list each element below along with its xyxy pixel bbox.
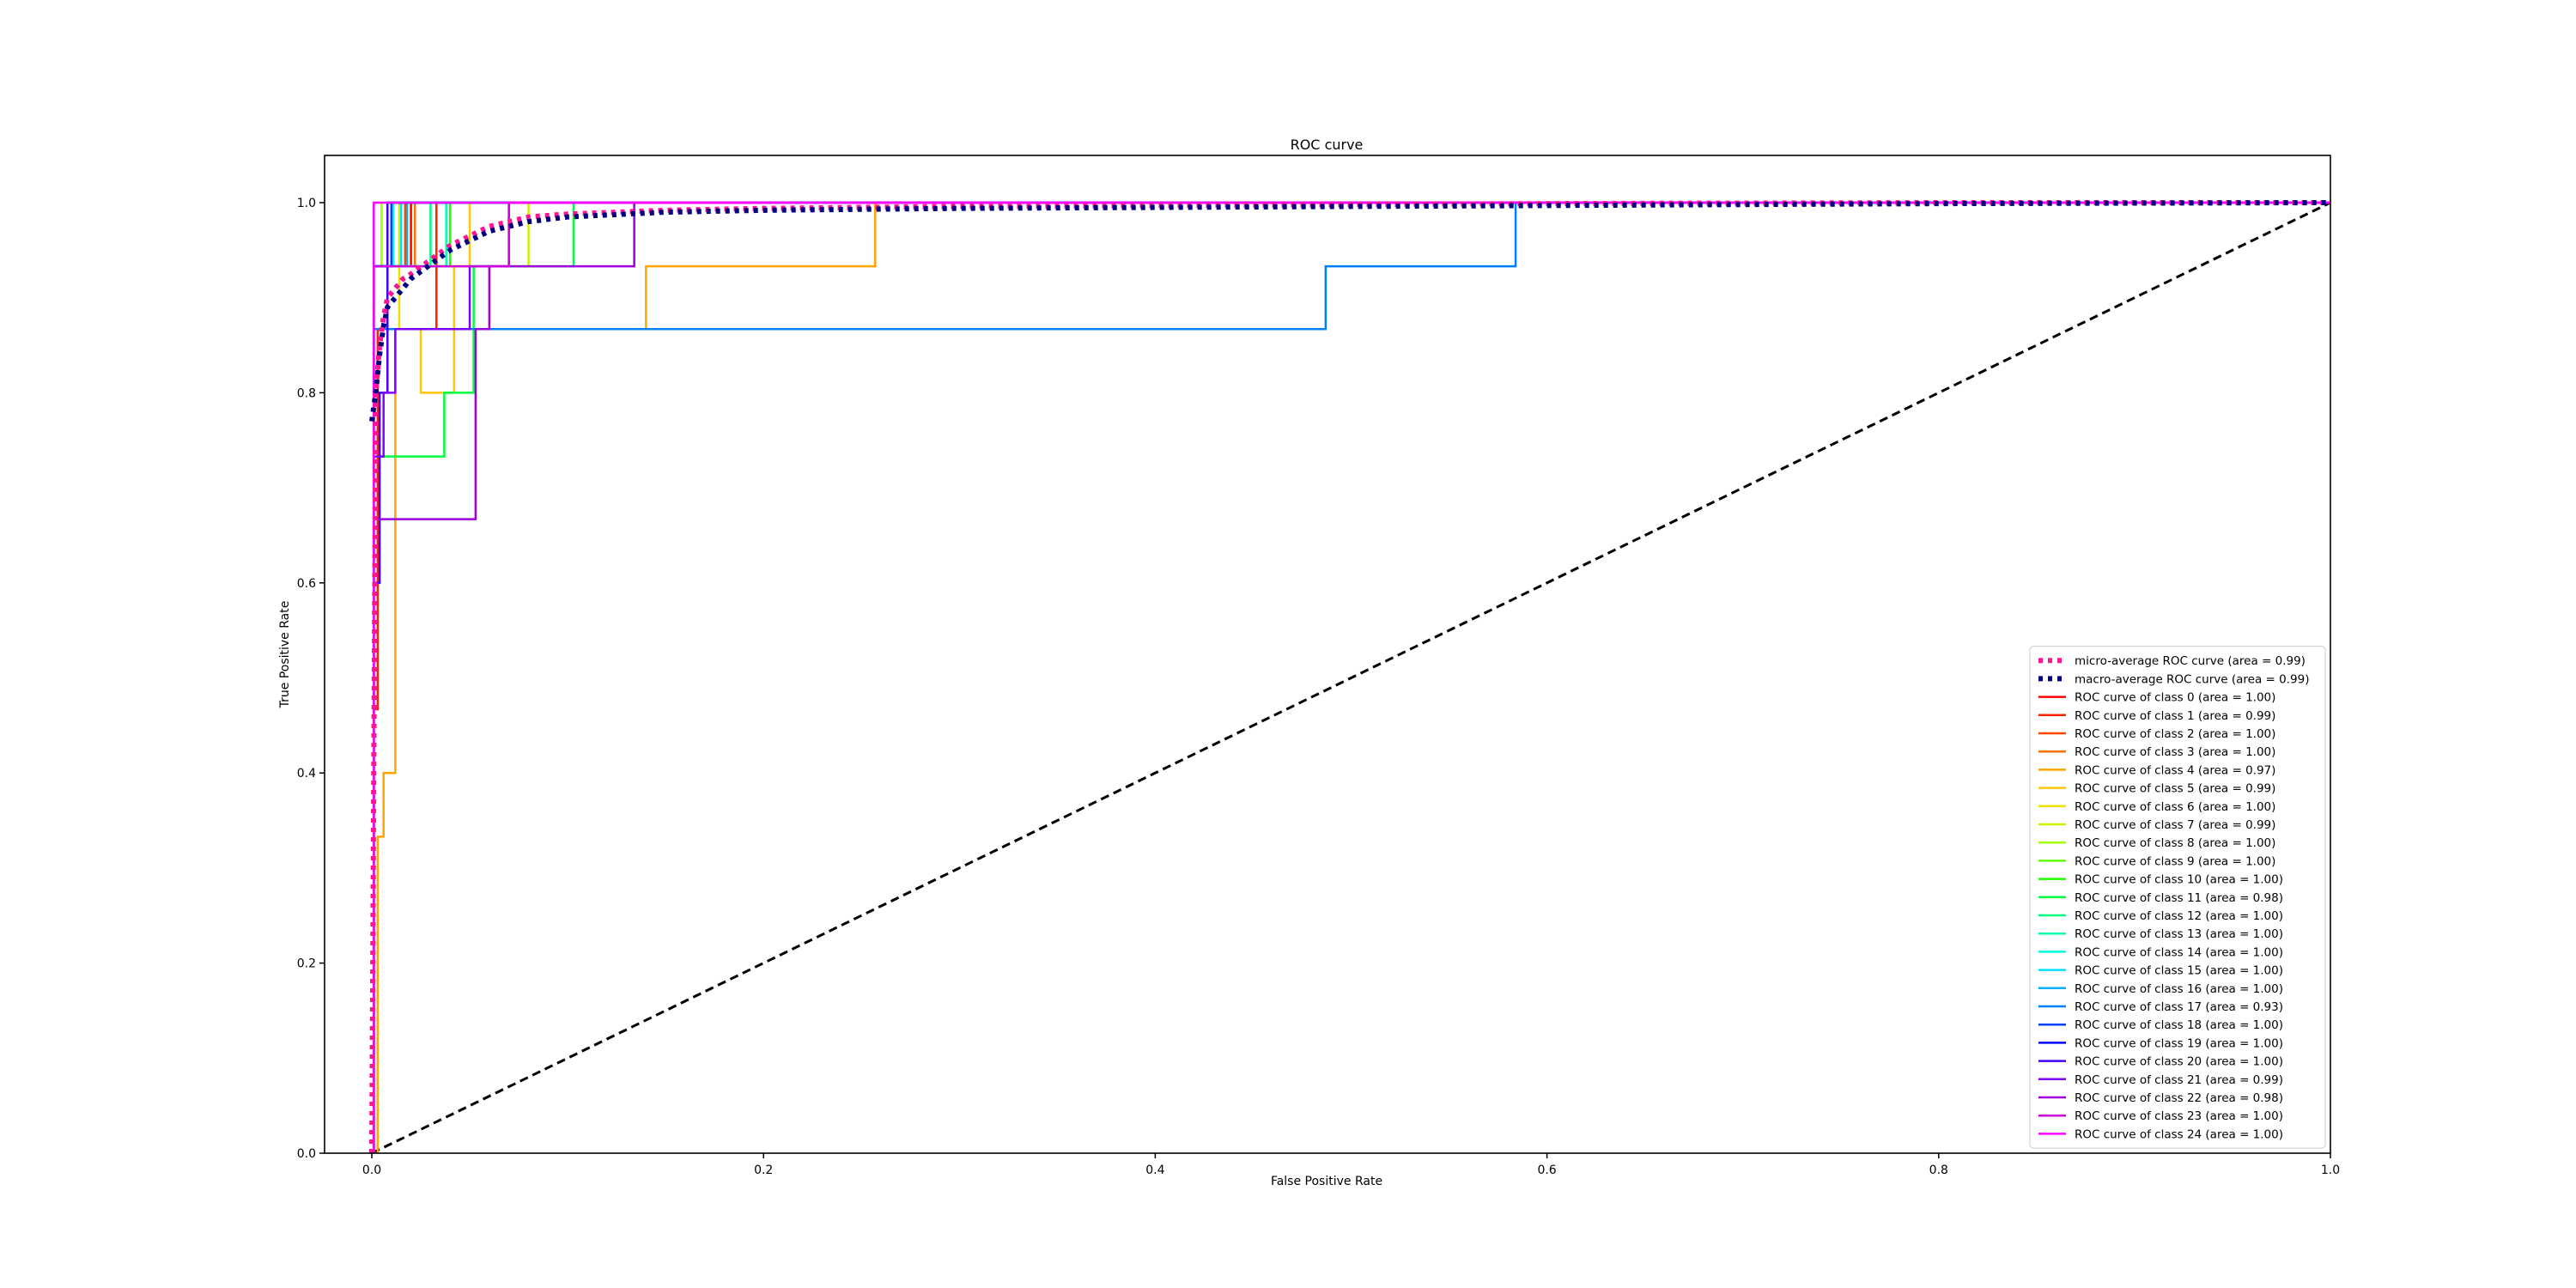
- x-tick-label: 0.4: [1145, 1163, 1164, 1177]
- y-tick-label: 0.0: [297, 1147, 316, 1161]
- x-axis-label: False Positive Rate: [1271, 1175, 1382, 1188]
- legend-label-0: micro-average ROC curve (area = 0.99): [2075, 654, 2306, 668]
- legend-label-22: ROC curve of class 20 (area = 1.00): [2075, 1055, 2283, 1069]
- legend-box: [2029, 646, 2326, 1149]
- legend-label-7: ROC curve of class 5 (area = 0.99): [2075, 782, 2275, 796]
- chart-title: ROC curve: [1291, 137, 1364, 153]
- chance-diagonal-line: [371, 201, 2330, 1153]
- legend-label-14: ROC curve of class 12 (area = 1.00): [2075, 909, 2283, 923]
- legend-label-16: ROC curve of class 14 (area = 1.00): [2075, 945, 2283, 959]
- legend-label-23: ROC curve of class 21 (area = 0.99): [2075, 1073, 2283, 1087]
- legend-label-5: ROC curve of class 3 (area = 1.00): [2075, 745, 2275, 759]
- plot-frame: [324, 155, 2331, 1154]
- legend-label-1: macro-average ROC curve (area = 0.99): [2075, 672, 2309, 686]
- series-line-1: [369, 200, 2330, 422]
- legend-label-20: ROC curve of class 18 (area = 1.00): [2075, 1018, 2283, 1032]
- y-tick-label: 0.4: [297, 767, 316, 781]
- legend-label-3: ROC curve of class 1 (area = 0.99): [2075, 709, 2275, 723]
- y-axis-label: True Positive Rate: [278, 601, 292, 709]
- legend-label-9: ROC curve of class 7 (area = 0.99): [2075, 818, 2275, 832]
- legend-label-18: ROC curve of class 16 (area = 1.00): [2075, 982, 2283, 996]
- y-tick-label: 0.8: [297, 386, 316, 400]
- x-tick-label: 0.0: [362, 1163, 381, 1177]
- legend-label-4: ROC curve of class 2 (area = 1.00): [2075, 727, 2275, 741]
- y-tick-label: 0.6: [297, 577, 316, 591]
- series-line-6: [372, 201, 2330, 1153]
- legend-label-19: ROC curve of class 17 (area = 0.93): [2075, 1000, 2283, 1014]
- y-tick-label: 0.2: [297, 957, 316, 971]
- legend-label-26: ROC curve of class 24 (area = 1.00): [2075, 1127, 2283, 1141]
- plot-lines: [369, 200, 2330, 1153]
- legend-label-24: ROC curve of class 22 (area = 0.98): [2075, 1091, 2283, 1105]
- x-axis: 0.0 0.2 0.4 0.6 0.8 1.0: [362, 1153, 2340, 1177]
- legend: micro-average ROC curve (area = 0.99) mac…: [2029, 646, 2326, 1149]
- legend-label-6: ROC curve of class 4 (area = 0.97): [2075, 763, 2275, 777]
- legend-label-11: ROC curve of class 9 (area = 1.00): [2075, 854, 2275, 868]
- legend-label-21: ROC curve of class 19 (area = 1.00): [2075, 1036, 2283, 1050]
- legend-label-17: ROC curve of class 15 (area = 1.00): [2075, 964, 2283, 978]
- legend-label-25: ROC curve of class 23 (area = 1.00): [2075, 1109, 2283, 1123]
- y-tick-label: 1.0: [297, 197, 316, 210]
- x-tick-label: 1.0: [2321, 1163, 2340, 1177]
- x-tick-label: 0.2: [754, 1163, 773, 1177]
- legend-label-12: ROC curve of class 10 (area = 1.00): [2075, 873, 2283, 887]
- legend-label-8: ROC curve of class 6 (area = 1.00): [2075, 800, 2275, 814]
- x-tick-label: 0.8: [1929, 1163, 1948, 1177]
- legend-label-15: ROC curve of class 13 (area = 1.00): [2075, 927, 2283, 941]
- y-axis: 0.0 0.2 0.4 0.6 0.8 1.0: [297, 197, 325, 1161]
- legend-label-13: ROC curve of class 11 (area = 0.98): [2075, 891, 2283, 905]
- x-tick-label: 0.6: [1537, 1163, 1556, 1177]
- legend-label-10: ROC curve of class 8 (area = 1.00): [2075, 836, 2275, 850]
- legend-label-2: ROC curve of class 0 (area = 1.00): [2075, 691, 2275, 705]
